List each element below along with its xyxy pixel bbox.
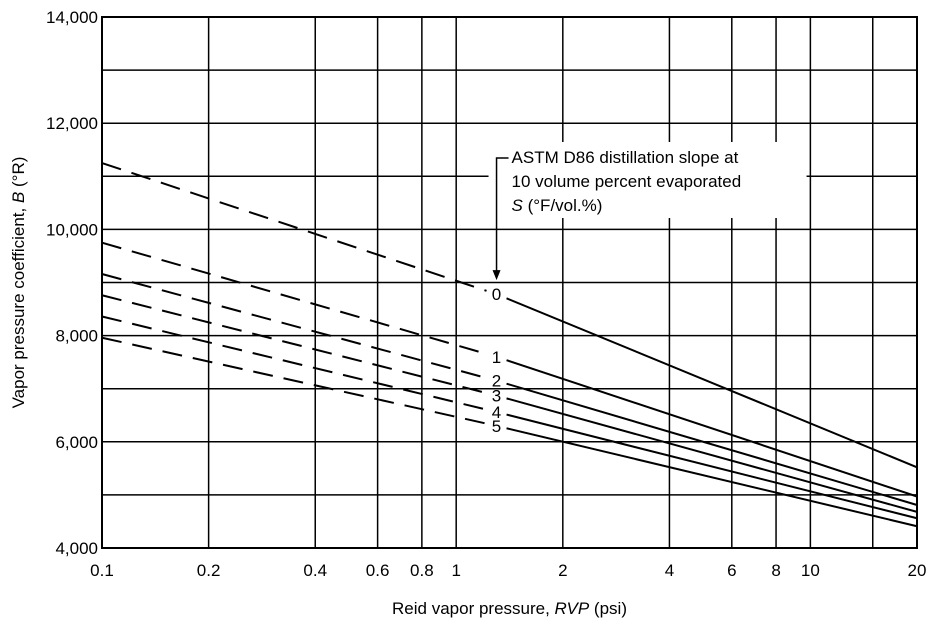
series-0-label: 0 bbox=[492, 285, 501, 304]
series-2-solid bbox=[506, 382, 918, 506]
y-axis-title-prefix: Vapor pressure coefficient, bbox=[9, 203, 28, 408]
series-5-dashed bbox=[101, 336, 487, 425]
x-tick-label: 0.8 bbox=[410, 561, 434, 580]
series-0-dashed bbox=[101, 162, 487, 292]
series-4-label: 4 bbox=[492, 403, 501, 422]
annotation-pointer-line bbox=[495, 157, 509, 273]
y-tick-label: 12,000 bbox=[46, 114, 98, 133]
legend-annotation: ASTM D86 distillation slope at 10 volume… bbox=[488, 142, 807, 281]
plot-frame bbox=[101, 16, 918, 549]
series-4-dashed bbox=[101, 315, 487, 411]
annotation-line-1: ASTM D86 distillation slope at bbox=[512, 148, 739, 167]
series-5-label: 5 bbox=[492, 417, 501, 436]
y-tick-label: 4,000 bbox=[55, 539, 98, 558]
series-1-label: 1 bbox=[492, 348, 501, 367]
y-tick-label: 14,000 bbox=[46, 8, 98, 27]
x-tick-label: 0.6 bbox=[366, 561, 390, 580]
y-tick-label: 8,000 bbox=[55, 327, 98, 346]
series-3-label: 3 bbox=[492, 387, 501, 406]
x-tick-label: 1 bbox=[451, 561, 460, 580]
series-0-solid bbox=[506, 297, 918, 469]
x-tick-label: 0.1 bbox=[90, 561, 114, 580]
series-3-solid bbox=[506, 397, 918, 513]
y-tick-label: 10,000 bbox=[46, 220, 98, 239]
x-tick-label: 4 bbox=[665, 561, 674, 580]
annotation-symbol-suffix: (°F/vol.%) bbox=[523, 196, 603, 215]
annotation-arrowhead bbox=[492, 270, 501, 281]
x-axis-title-symbol: RVP bbox=[555, 599, 590, 618]
y-axis-title-suffix: (°R) bbox=[9, 157, 28, 192]
x-tick-label: 6 bbox=[727, 561, 736, 580]
y-axis-title: Vapor pressure coefficient, B (°R) bbox=[9, 157, 28, 409]
x-tick-labels: 0.1 0.2 0.4 0.6 0.8 1 2 4 6 8 10 20 bbox=[90, 561, 926, 580]
y-tick-labels: 4,000 6,000 8,000 10,000 12,000 14,000 bbox=[46, 8, 98, 558]
x-tick-label: 10 bbox=[801, 561, 820, 580]
x-tick-label: 0.2 bbox=[197, 561, 221, 580]
y-tick-label: 6,000 bbox=[55, 433, 98, 452]
series-1-solid bbox=[506, 359, 918, 498]
x-axis-title-prefix: Reid vapor pressure, bbox=[392, 599, 555, 618]
series-3-dashed bbox=[101, 294, 487, 395]
annotation-symbol: S bbox=[512, 196, 524, 215]
series-lines bbox=[101, 162, 918, 528]
x-tick-label: 8 bbox=[771, 561, 780, 580]
annotation-line-3: S (°F/vol.%) bbox=[512, 196, 603, 215]
y-axis-title-symbol: B bbox=[9, 192, 28, 203]
series-1-dashed bbox=[101, 241, 487, 355]
series-2-dashed bbox=[101, 273, 487, 379]
series-2-label: 2 bbox=[492, 372, 501, 391]
series-5-solid bbox=[506, 427, 918, 528]
annotation-background bbox=[488, 142, 807, 218]
x-tick-label: 20 bbox=[908, 561, 927, 580]
x-tick-label: 2 bbox=[558, 561, 567, 580]
series-4-solid bbox=[506, 413, 918, 520]
x-axis-title-suffix: (psi) bbox=[589, 599, 627, 618]
x-axis-title: Reid vapor pressure, RVP (psi) bbox=[392, 599, 627, 618]
x-tick-label: 0.4 bbox=[303, 561, 327, 580]
annotation-line-2: 10 volume percent evaporated bbox=[512, 172, 742, 191]
